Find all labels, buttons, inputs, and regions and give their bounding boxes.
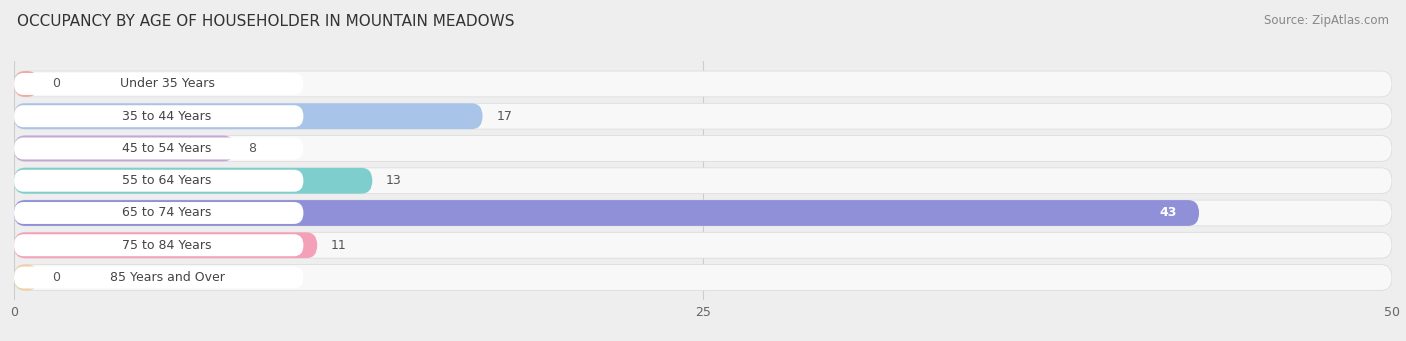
FancyBboxPatch shape <box>14 200 1199 226</box>
FancyBboxPatch shape <box>14 71 38 97</box>
Text: 8: 8 <box>249 142 256 155</box>
FancyBboxPatch shape <box>14 103 482 129</box>
Text: Source: ZipAtlas.com: Source: ZipAtlas.com <box>1264 14 1389 27</box>
FancyBboxPatch shape <box>14 234 304 256</box>
FancyBboxPatch shape <box>14 267 304 288</box>
Text: 11: 11 <box>330 239 347 252</box>
Text: OCCUPANCY BY AGE OF HOUSEHOLDER IN MOUNTAIN MEADOWS: OCCUPANCY BY AGE OF HOUSEHOLDER IN MOUNT… <box>17 14 515 29</box>
FancyBboxPatch shape <box>14 136 1392 161</box>
FancyBboxPatch shape <box>14 202 304 224</box>
Text: 13: 13 <box>387 174 402 187</box>
Text: 55 to 64 Years: 55 to 64 Years <box>122 174 212 187</box>
Text: 65 to 74 Years: 65 to 74 Years <box>122 207 212 220</box>
Text: 0: 0 <box>52 77 60 90</box>
FancyBboxPatch shape <box>14 170 304 192</box>
FancyBboxPatch shape <box>14 137 304 160</box>
FancyBboxPatch shape <box>14 71 1392 97</box>
FancyBboxPatch shape <box>14 168 373 194</box>
Text: Under 35 Years: Under 35 Years <box>120 77 215 90</box>
FancyBboxPatch shape <box>14 105 304 127</box>
FancyBboxPatch shape <box>14 265 1392 291</box>
Text: 43: 43 <box>1160 207 1177 220</box>
FancyBboxPatch shape <box>14 200 1392 226</box>
Text: 0: 0 <box>52 271 60 284</box>
FancyBboxPatch shape <box>14 103 1392 129</box>
FancyBboxPatch shape <box>14 232 318 258</box>
Text: 75 to 84 Years: 75 to 84 Years <box>122 239 212 252</box>
FancyBboxPatch shape <box>14 136 235 161</box>
FancyBboxPatch shape <box>14 73 304 95</box>
FancyBboxPatch shape <box>14 168 1392 194</box>
Text: 85 Years and Over: 85 Years and Over <box>110 271 225 284</box>
FancyBboxPatch shape <box>14 265 38 291</box>
FancyBboxPatch shape <box>14 232 1392 258</box>
Text: 17: 17 <box>496 110 512 123</box>
Text: 45 to 54 Years: 45 to 54 Years <box>122 142 212 155</box>
Text: 35 to 44 Years: 35 to 44 Years <box>122 110 212 123</box>
